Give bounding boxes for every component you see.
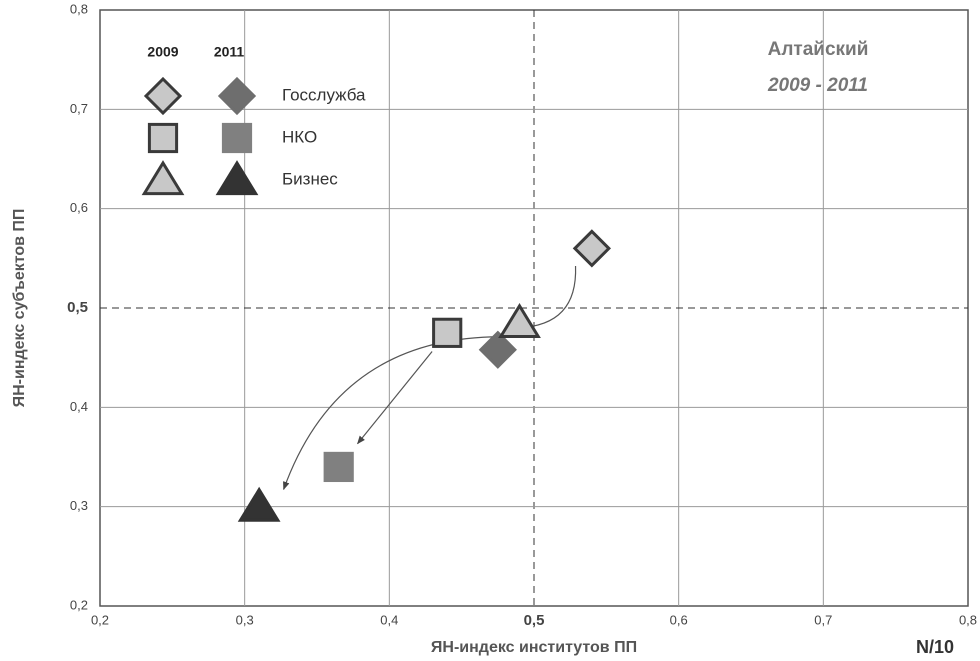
- y-tick-label: 0,6: [70, 200, 88, 215]
- y-tick-label: 0,8: [70, 1, 88, 16]
- y-tick-label: 0,2: [70, 597, 88, 612]
- point-square: [147, 122, 179, 154]
- legend-column: 2011: [214, 44, 245, 60]
- x-tick-label: 0,6: [670, 612, 688, 627]
- point-diamond: [217, 76, 257, 116]
- point-diamond: [478, 330, 517, 369]
- point-diamond: [572, 229, 611, 268]
- annotation-subtitle: 2009 - 2011: [767, 75, 868, 96]
- x-tick-label: 0,8: [959, 612, 977, 627]
- x-tick-label: 0,7: [814, 612, 832, 627]
- x-tick-label: 0,4: [380, 612, 398, 627]
- point-triangle: [237, 486, 281, 522]
- point-square: [323, 451, 354, 483]
- x-tick-label: 0,5: [524, 612, 545, 629]
- x-tick-label: 0,3: [236, 612, 254, 627]
- y-tick-label: 0,4: [70, 399, 88, 414]
- x-tick-label: 0,2: [91, 612, 109, 627]
- annotation-title: Алтайский: [768, 39, 869, 60]
- legend-label: Госслужба: [282, 85, 366, 104]
- point-triangle: [141, 160, 185, 196]
- arrow: [283, 336, 500, 491]
- legend-column: 2009: [147, 44, 178, 60]
- point-triangle: [215, 160, 259, 196]
- legend-label: Бизнес: [282, 169, 338, 188]
- y-tick-label: 0,7: [70, 101, 88, 116]
- point-square: [432, 317, 463, 348]
- y-axis-label: ЯН-индекс субъектов ПП: [11, 209, 28, 408]
- point-diamond: [143, 76, 183, 116]
- point-square: [221, 122, 253, 154]
- y-tick-label: 0,5: [67, 299, 88, 316]
- x-axis-label: ЯН-индекс институтов ПП: [431, 639, 637, 656]
- point-triangle: [498, 303, 541, 338]
- arrow: [357, 351, 433, 445]
- legend-label: НКО: [282, 127, 317, 146]
- note: N/10: [916, 637, 954, 657]
- y-tick-label: 0,3: [70, 498, 88, 513]
